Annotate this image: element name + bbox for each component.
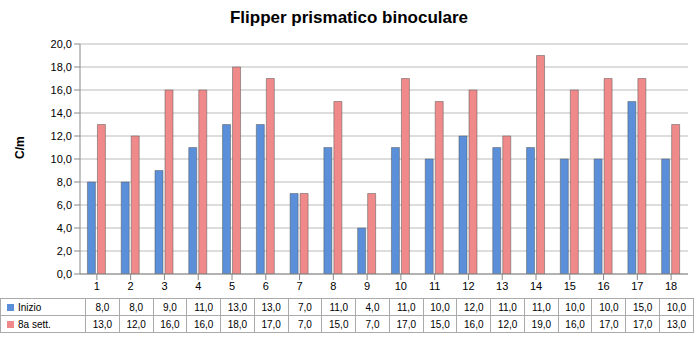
svg-text:14,0: 14,0: [51, 107, 72, 119]
html-text:9,0: 9,0: [163, 301, 177, 313]
html-text:4,0: 4,0: [365, 301, 380, 313]
html-text:17,0: 17,0: [599, 318, 619, 330]
html-text:13,0: 13,0: [227, 301, 248, 313]
html-text:11,0: 11,0: [329, 301, 349, 313]
svg-text:3: 3: [161, 280, 167, 292]
html-text:12,0: 12,0: [464, 301, 484, 313]
html-text:12,0: 12,0: [126, 318, 146, 330]
svg-text:4,0: 4,0: [57, 222, 72, 234]
html-text:18,0: 18,0: [227, 318, 248, 330]
svg-text:18: 18: [665, 280, 677, 292]
svg-text:11: 11: [429, 280, 440, 292]
html-text:7,0: 7,0: [365, 318, 380, 330]
html-text:7,0: 7,0: [298, 318, 312, 330]
html-text:17,0: 17,0: [261, 318, 281, 330]
html-text:10,0: 10,0: [430, 301, 450, 313]
html-text:11,0: 11,0: [498, 301, 517, 313]
html-text:8,0: 8,0: [129, 301, 144, 313]
html-text:11,0: 11,0: [194, 301, 213, 313]
svg-text:5: 5: [229, 280, 235, 292]
html-text:10,0: 10,0: [666, 301, 687, 313]
svg-text:10: 10: [395, 280, 407, 292]
html-text:15,0: 15,0: [329, 318, 349, 330]
svg-text:12,0: 12,0: [51, 130, 72, 142]
html-text:11,0: 11,0: [532, 301, 551, 313]
svg-text:2,0: 2,0: [57, 245, 72, 257]
svg-text:6: 6: [263, 280, 269, 292]
html-text:16,0: 16,0: [565, 318, 585, 330]
html-text:13,0: 13,0: [261, 301, 281, 313]
html-text:8,0: 8,0: [95, 301, 110, 313]
svg-text:7: 7: [296, 280, 302, 292]
svg-text:20,0: 20,0: [51, 38, 72, 50]
html-text:Inizio: Inizio: [18, 301, 42, 313]
html-text:19,0: 19,0: [531, 318, 552, 330]
svg-text:10,0: 10,0: [51, 153, 72, 165]
svg-text:17: 17: [631, 280, 643, 292]
html-text:17,0: 17,0: [396, 318, 416, 330]
svg-text:16: 16: [597, 280, 609, 292]
html-text:12,0: 12,0: [497, 318, 518, 330]
svg-text:6,0: 6,0: [57, 199, 72, 211]
html-text:13,0: 13,0: [666, 318, 687, 330]
html-text:15,0: 15,0: [632, 301, 653, 313]
html-text:15,0: 15,0: [430, 318, 450, 330]
svg-text:16,0: 16,0: [51, 84, 72, 96]
svg-text:0,0: 0,0: [57, 268, 72, 280]
html-text:8a sett.: 8a sett.: [18, 318, 51, 330]
svg-text:12: 12: [462, 280, 474, 292]
html-text:7,0: 7,0: [298, 301, 312, 313]
svg-text:18,0: 18,0: [51, 61, 72, 73]
html-text:13,0: 13,0: [92, 318, 113, 330]
svg-text:8: 8: [330, 280, 336, 292]
html-text:16,0: 16,0: [193, 318, 214, 330]
svg-text:1: 1: [94, 280, 100, 292]
html-text:16,0: 16,0: [464, 318, 484, 330]
svg-text:C/m: C/m: [13, 136, 27, 159]
svg-text:4: 4: [195, 280, 201, 292]
html-text:10,0: 10,0: [599, 301, 619, 313]
svg-text:15: 15: [564, 280, 576, 292]
svg-text:13: 13: [496, 280, 508, 292]
html-text:Flipper prismatico binoculare: Flipper prismatico binoculare: [230, 8, 468, 27]
html-text:16,0: 16,0: [160, 318, 180, 330]
svg-text:14: 14: [530, 280, 542, 292]
html-text:11,0: 11,0: [396, 301, 416, 313]
svg-text:2: 2: [128, 280, 134, 292]
html-text:17,0: 17,0: [632, 318, 653, 330]
svg-text:9: 9: [364, 280, 370, 292]
html-text:10,0: 10,0: [565, 301, 585, 313]
svg-text:8,0: 8,0: [57, 176, 72, 188]
